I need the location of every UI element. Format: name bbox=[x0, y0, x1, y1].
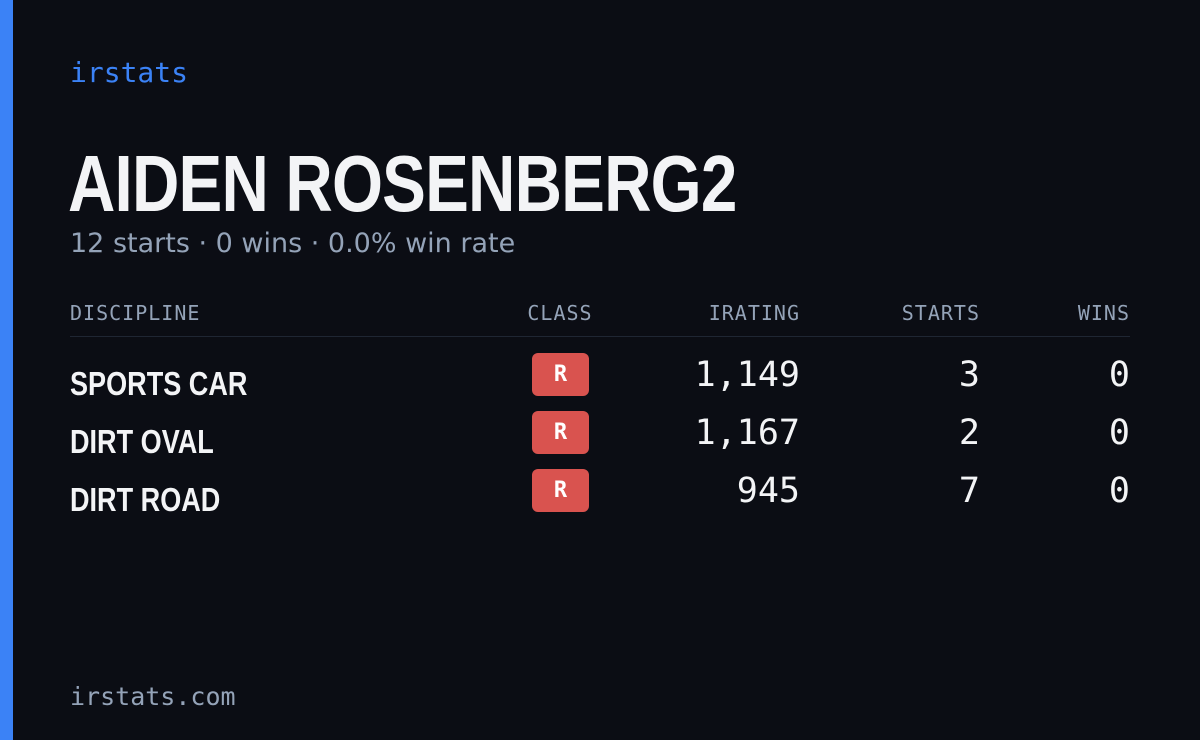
table-body: SPORTS CAR R 1,149 3 0 DIRT OVAL R 1,167… bbox=[70, 353, 1130, 527]
stats-table: DISCIPLINE CLASS IRATING STARTS WINS SPO… bbox=[70, 298, 1130, 527]
driver-name: AIDEN ROSENBERG2 bbox=[68, 138, 737, 230]
footer-url: irstats.com bbox=[70, 682, 236, 711]
driver-summary: 12 starts · 0 wins · 0.0% win rate bbox=[70, 228, 515, 259]
wins-cell: 0 bbox=[1109, 471, 1130, 511]
table-row: DIRT OVAL R 1,167 2 0 bbox=[70, 411, 1130, 469]
discipline-cell: DIRT ROAD bbox=[70, 481, 220, 519]
starts-cell: 2 bbox=[959, 413, 980, 453]
irating-cell: 1,149 bbox=[695, 355, 800, 395]
starts-cell: 3 bbox=[959, 355, 980, 395]
wins-cell: 0 bbox=[1109, 413, 1130, 453]
header-class: CLASS bbox=[500, 301, 620, 325]
table-row: SPORTS CAR R 1,149 3 0 bbox=[70, 353, 1130, 411]
class-badge: R bbox=[532, 353, 589, 396]
wins-cell: 0 bbox=[1109, 355, 1130, 395]
class-badge: R bbox=[532, 469, 589, 512]
table-row: DIRT ROAD R 945 7 0 bbox=[70, 469, 1130, 527]
header-starts: STARTS bbox=[902, 301, 980, 325]
header-irating: IRATING bbox=[709, 301, 800, 325]
irating-cell: 1,167 bbox=[695, 413, 800, 453]
brand-logo: irstats bbox=[70, 56, 188, 89]
class-badge: R bbox=[532, 411, 589, 454]
irating-cell: 945 bbox=[737, 471, 800, 511]
starts-cell: 7 bbox=[959, 471, 980, 511]
header-wins: WINS bbox=[1078, 301, 1130, 325]
discipline-cell: DIRT OVAL bbox=[70, 423, 214, 461]
header-discipline: DISCIPLINE bbox=[70, 301, 200, 325]
table-header: DISCIPLINE CLASS IRATING STARTS WINS bbox=[70, 298, 1130, 337]
discipline-cell: SPORTS CAR bbox=[70, 365, 247, 403]
accent-bar bbox=[0, 0, 13, 740]
